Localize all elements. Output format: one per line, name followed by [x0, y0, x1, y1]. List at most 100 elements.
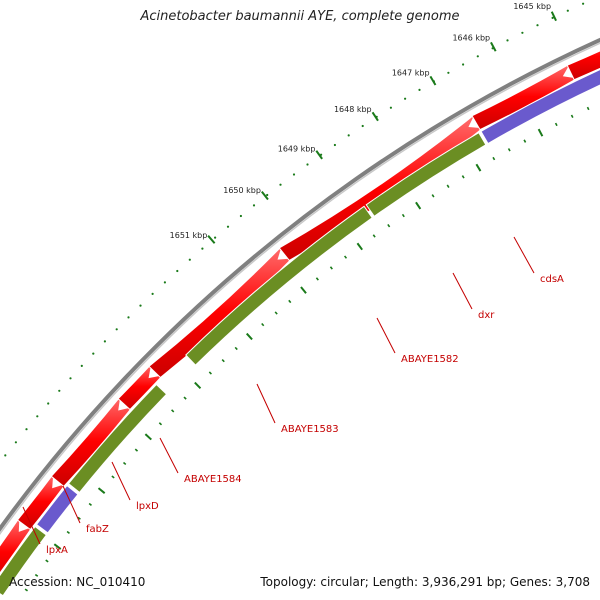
inner-tick [144, 433, 152, 441]
ruler-dot [176, 269, 179, 273]
ruler-major-tick [315, 150, 323, 160]
gene-label-fabz: fabZ [86, 524, 109, 535]
ruler-dot [266, 193, 269, 197]
ruler-dot [151, 292, 154, 295]
ruler-dot [14, 441, 17, 444]
ruler-dot [36, 415, 39, 418]
ruler-dot [536, 24, 539, 27]
inner-tick [315, 277, 319, 281]
ruler-dot [521, 31, 524, 34]
forward-gene-arrow [278, 113, 485, 262]
map-title: Acinetobacter baumannii AYE, complete ge… [140, 9, 460, 24]
ruler-tick-label: 1651 kbp [170, 231, 208, 240]
ruler-tick-label: 1647 kbp [392, 68, 430, 77]
ruler-major-tick [490, 41, 497, 52]
inner-tick [97, 487, 106, 494]
forward-gene-arrow [117, 361, 165, 411]
ruler-dot [279, 183, 282, 186]
ruler-dot [214, 236, 217, 239]
gene-labels: cdsA dxr ABAYE1582 ABAYE1583 ABAYE1584 lpxD fa… [22, 236, 564, 556]
inner-tick [208, 371, 212, 375]
gene-label-leader [256, 383, 276, 424]
inner-tick [45, 559, 49, 563]
inner-tick [507, 148, 511, 152]
inner-tick [554, 122, 558, 127]
forward-gene-arrow [566, 50, 600, 81]
ruler-dot [92, 352, 95, 355]
inner-tick [88, 502, 92, 506]
inner-tick [34, 573, 39, 577]
ruler-major-tick [550, 11, 557, 22]
ruler-dot [404, 97, 407, 100]
ruler-dot [551, 16, 554, 19]
inner-tick [288, 299, 292, 304]
genome-backbone [0, 37, 600, 533]
ruler-dot [25, 428, 28, 431]
ruler-dot [582, 2, 585, 5]
ruler-dot [47, 402, 50, 405]
inner-tick [431, 194, 435, 198]
ruler-dot [306, 163, 309, 166]
inner-tick [77, 516, 81, 520]
ruler-dot [58, 389, 61, 392]
inner-tick [274, 311, 278, 315]
ruler-dot [389, 106, 392, 109]
ruler-dot [418, 88, 421, 91]
reverse-gene-band [0, 525, 48, 597]
ruler-dot [226, 225, 230, 228]
ruler-dot [361, 124, 364, 128]
ruler-dot [239, 214, 242, 218]
gene-label-leader [22, 506, 41, 545]
ruler-dot [566, 9, 569, 12]
ruler-major-tick [429, 75, 437, 86]
ruler-dot [188, 258, 191, 261]
ruler-major-tick [261, 190, 269, 201]
inner-tick [570, 114, 574, 119]
inner-tick [24, 588, 29, 592]
ruler-tick-label: 1645 kbp [513, 2, 551, 11]
inner-tick [221, 359, 225, 363]
inner-tick [586, 106, 590, 111]
gene-label-cdsa: cdsA [540, 274, 564, 285]
inner-tick [234, 346, 238, 351]
inner-tick [461, 175, 465, 179]
inner-tick [372, 234, 376, 238]
ruler-dot [80, 364, 83, 367]
reverse-gene-band [35, 484, 79, 534]
reverse-gene-band [480, 69, 600, 145]
ruler-dot [506, 39, 509, 42]
inner-tick [537, 128, 544, 137]
forward-gene-arrow [0, 515, 34, 574]
gene-label-abaye1582: ABAYE1582 [401, 354, 459, 365]
inner-tick [122, 461, 127, 466]
gene-label-leader [376, 317, 396, 354]
ruler-major-tick [207, 235, 216, 244]
inner-tick [300, 286, 307, 294]
inner-tick [66, 530, 70, 534]
ruler-dot [163, 281, 166, 284]
ruler-dot [115, 328, 118, 331]
inner-tick [194, 381, 202, 389]
ruler-dot [447, 71, 450, 74]
inner-tick [475, 163, 482, 172]
inner-tick [401, 213, 405, 218]
reverse-gene-band [365, 132, 487, 217]
inner-tick [415, 201, 422, 210]
genome-backbone-shadow [0, 42, 600, 536]
gene-label-leader [513, 236, 535, 274]
gene-label-leader [62, 485, 81, 524]
ruler-dot [69, 377, 72, 380]
ruler-tick-label: 1646 kbp [452, 34, 490, 43]
gene-label-lpxd: lpxD [136, 501, 159, 512]
gene-label-abaye1583: ABAYE1583 [281, 424, 339, 435]
forward-gene-arrow [148, 245, 294, 379]
inner-tick [134, 448, 139, 452]
gene-label-leader [111, 461, 131, 501]
inner-tick [171, 409, 175, 413]
ruler-dot [292, 173, 296, 176]
inner-tick [183, 396, 187, 400]
ruler-major-tick [371, 111, 379, 122]
inner-tick [53, 543, 62, 550]
